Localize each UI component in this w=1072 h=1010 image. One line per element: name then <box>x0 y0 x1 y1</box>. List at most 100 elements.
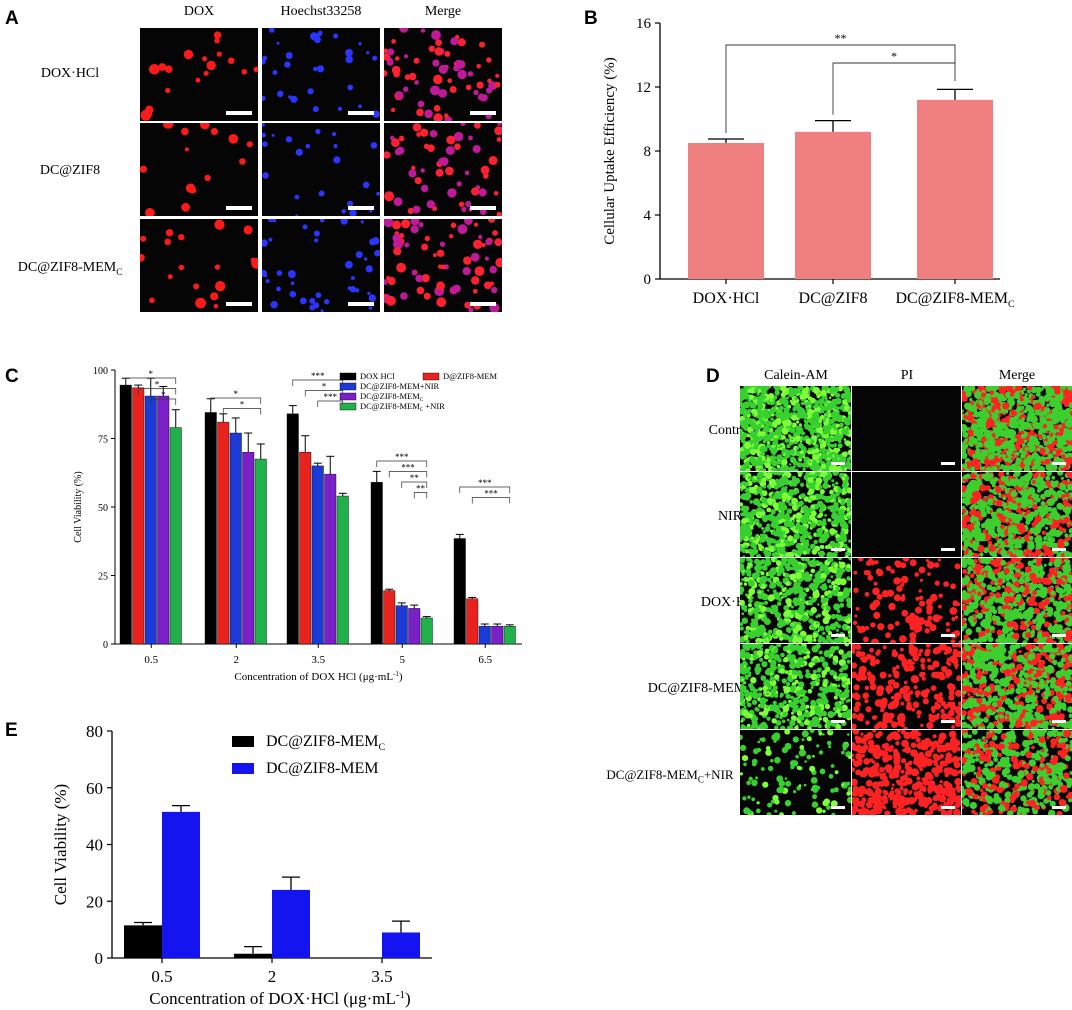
scale-bar <box>348 111 374 115</box>
e-y-tick-label: 80 <box>86 722 103 741</box>
b-x-tick-label: DC@ZIF8 <box>799 290 868 307</box>
c-significance-label: ** <box>410 473 420 483</box>
scale-bar <box>226 302 252 306</box>
d-micrograph-r1-c1 <box>740 386 851 471</box>
b-y-tick-label: 12 <box>636 80 651 96</box>
c-x-tick-label: 6.5 <box>478 654 492 666</box>
c-legend-label: DC@ZIF8-MEM+NIR <box>360 381 440 391</box>
c-significance-bracket <box>137 388 177 395</box>
c-significance-bracket <box>376 460 428 467</box>
c-x-axis-label: Concentration of DOX HCl (μg·mL-1) <box>234 670 403 683</box>
c-x-tick-label: 5 <box>400 654 406 666</box>
e-legend-swatch <box>232 763 254 774</box>
c-significance-bracket <box>401 481 428 488</box>
c-bar <box>217 421 230 645</box>
c-significance-label: * <box>155 380 160 390</box>
c-bar <box>370 482 383 645</box>
panel-a-row-dczif8-memc: DC@ZIF8-MEMC <box>17 260 123 277</box>
c-significance-bracket <box>388 471 428 478</box>
c-legend-swatch <box>339 382 357 391</box>
scale-bar <box>470 206 496 210</box>
a-micrograph-r2-c2 <box>262 123 380 216</box>
c-bar <box>395 605 408 645</box>
e-y-tick-label: 40 <box>86 836 103 855</box>
c-significance-bracket <box>125 377 177 384</box>
d-micrograph-r4-c3 <box>962 644 1072 729</box>
e-x-axis-label: Concentration of DOX·HCl (μg·mL-1) <box>149 989 410 1008</box>
c-x-tick-label: 3.5 <box>311 654 325 666</box>
d-micrograph-r4-c2 <box>852 644 961 729</box>
e-bar <box>272 889 310 958</box>
a-micrograph-r1-c1 <box>140 28 258 121</box>
scale-bar <box>1052 720 1066 723</box>
c-significance-label: * <box>161 390 166 400</box>
e-y-tick-label: 60 <box>86 779 103 798</box>
b-significance-label: * <box>891 49 897 63</box>
c-legend-swatch <box>339 392 357 401</box>
scale-bar <box>831 548 845 551</box>
e-bar <box>124 925 162 958</box>
c-significance-label: *** <box>401 463 415 473</box>
c-significance-bracket <box>210 397 262 404</box>
e-x-tick-label: 2 <box>268 967 277 986</box>
b-significance-bracket <box>832 62 956 115</box>
panel-letter-c: C <box>5 366 19 387</box>
c-bar <box>466 598 479 645</box>
c-bar <box>324 473 337 645</box>
panel-letter-e: E <box>5 720 18 741</box>
e-y-tick-label: 20 <box>86 892 103 911</box>
panel-d-row-nir: NIR <box>717 509 743 524</box>
c-significance-label: * <box>322 382 327 392</box>
panel-a-col-hoechst: Hoechst33258 <box>280 4 362 19</box>
a-micrograph-r2-c1 <box>140 123 258 216</box>
c-x-tick-label: 0.5 <box>144 654 158 666</box>
c-legend-label: DC@ZIF8-MEMC <box>360 391 424 403</box>
e-bar <box>162 811 200 958</box>
c-significance-label: *** <box>484 489 498 499</box>
e-y-tick-label: 0 <box>95 949 104 968</box>
c-significance-bracket <box>150 398 177 405</box>
c-bar <box>254 458 267 645</box>
scale-bar <box>1052 548 1066 551</box>
c-y-tick-label: 50 <box>98 503 108 514</box>
panel-d-col-merge: Merge <box>998 368 1036 383</box>
scale-bar <box>831 462 845 465</box>
panel-d-col-calcein: Calein-AM <box>764 368 828 383</box>
c-bar <box>491 625 504 645</box>
b-y-axis-label: Cellular Uptake Efficiency (%) <box>602 57 618 245</box>
e-legend-label: DC@ZIF8-MEM <box>266 760 379 777</box>
c-significance-label: *** <box>311 371 325 381</box>
scale-bar <box>1052 462 1066 465</box>
scale-bar <box>941 548 955 551</box>
a-micrograph-r1-c3 <box>384 28 502 121</box>
c-bar <box>132 387 145 645</box>
b-significance-label: ** <box>835 31 847 45</box>
scale-bar <box>348 302 374 306</box>
panel-letter-d: D <box>706 366 720 387</box>
c-legend-label: D@ZIF8-MEM <box>443 371 498 381</box>
c-y-axis-label: Cell Viability (%) <box>73 471 84 542</box>
d-micrograph-r5-c3 <box>962 730 1072 815</box>
e-x-tick-label: 0.5 <box>151 967 172 986</box>
scale-bar <box>470 302 496 306</box>
scale-bar <box>226 206 252 210</box>
c-y-tick-label: 100 <box>93 366 108 377</box>
scale-bar <box>1052 806 1066 809</box>
scale-bar <box>831 806 845 809</box>
c-bar <box>119 384 132 645</box>
scale-bar <box>470 111 496 115</box>
a-micrograph-r1-c2 <box>262 28 380 121</box>
panel-letter-b: B <box>584 8 598 29</box>
b-y-tick-label: 4 <box>644 208 652 224</box>
c-bar <box>420 617 433 645</box>
b-significance-bracket <box>725 44 956 133</box>
d-micrograph-r5-c1 <box>740 730 851 815</box>
scale-bar <box>941 720 955 723</box>
c-significance-label: *** <box>324 392 338 402</box>
a-micrograph-r3-c1 <box>140 219 258 312</box>
b-y-tick-label: 16 <box>636 16 652 32</box>
d-micrograph-r2-c1 <box>740 472 851 557</box>
c-bar <box>478 625 491 645</box>
c-bar <box>503 625 516 645</box>
c-significance-label: * <box>240 400 245 410</box>
